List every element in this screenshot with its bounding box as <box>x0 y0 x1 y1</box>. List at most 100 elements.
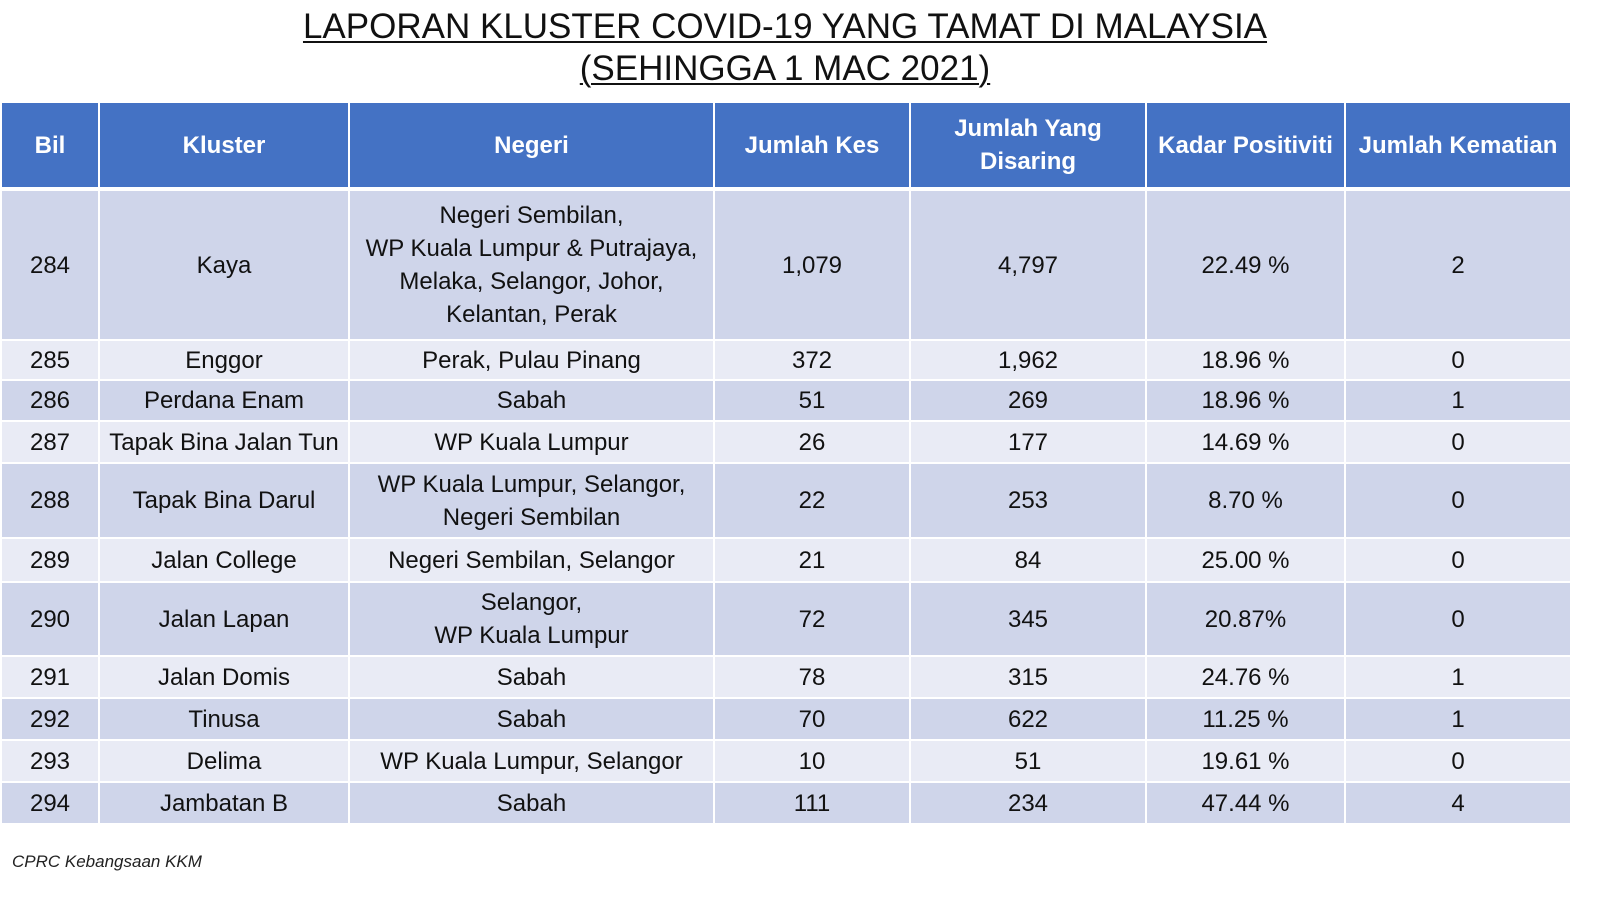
cluster-table-container: Bil Kluster Negeri Jumlah Kes Jumlah Yan… <box>0 101 1572 825</box>
cell-negeri: Selangor, WP Kuala Lumpur <box>348 581 715 657</box>
cell-negeri: Sabah <box>348 379 715 422</box>
cell-negeri: Negeri Sembilan, WP Kuala Lumpur & Putraj… <box>348 188 715 341</box>
cell-jumlah-kematian: 2 <box>1344 188 1572 341</box>
header-jumlah-kematian: Jumlah Kematian <box>1344 101 1572 191</box>
cell-negeri: WP Kuala Lumpur, Selangor <box>348 739 715 783</box>
cell-jumlah-kematian: 0 <box>1344 420 1572 464</box>
cell-bil: 288 <box>0 462 100 539</box>
header-bil: Bil <box>0 101 100 191</box>
cell-jumlah-kes: 21 <box>713 537 911 583</box>
cell-kadar-positiviti: 19.61 % <box>1145 739 1346 783</box>
cell-bil: 294 <box>0 781 100 825</box>
cell-bil: 285 <box>0 339 100 381</box>
cell-jumlah-kematian: 1 <box>1344 697 1572 741</box>
table-row: 291 Jalan Domis Sabah 78 315 24.76 % 1 <box>0 655 1572 699</box>
cell-negeri: Sabah <box>348 697 715 741</box>
cell-jumlah-kematian: 0 <box>1344 537 1572 583</box>
cell-kadar-positiviti: 47.44 % <box>1145 781 1346 825</box>
cell-kadar-positiviti: 24.76 % <box>1145 655 1346 699</box>
page-title: LAPORAN KLUSTER COVID-19 YANG TAMAT DI M… <box>0 6 1570 90</box>
table-row: 293 Delima WP Kuala Lumpur, Selangor 10 51 19… <box>0 739 1572 783</box>
cell-jumlah-kematian: 0 <box>1344 739 1572 783</box>
header-kluster: Kluster <box>98 101 350 191</box>
cell-jumlah-kes: 70 <box>713 697 911 741</box>
cell-jumlah-disaring: 315 <box>909 655 1147 699</box>
cell-bil: 286 <box>0 379 100 422</box>
cell-negeri-line: Kelantan, Perak <box>446 301 617 328</box>
title-line-1: LAPORAN KLUSTER COVID-19 YANG TAMAT DI M… <box>302 7 1268 46</box>
cell-negeri-line: Sabah <box>496 387 567 414</box>
table-row: 286 Perdana Enam Sabah 51 269 18.96 % 1 <box>0 379 1572 422</box>
cell-negeri: Sabah <box>348 781 715 825</box>
cell-kluster: Perdana Enam <box>98 379 350 422</box>
table-row: 292 Tinusa Sabah 70 622 11.25 % 1 <box>0 697 1572 741</box>
cell-negeri-line: Sabah <box>496 789 567 817</box>
table-row: 289 Jalan College Negeri Sembilan, Selango… <box>0 537 1572 583</box>
cell-negeri-line: Melaka, Selangor, Johor, <box>399 268 664 295</box>
cell-negeri: Sabah <box>348 655 715 699</box>
cell-bil: 284 <box>0 188 100 341</box>
cell-negeri-line: Selangor, <box>480 589 583 616</box>
cell-kluster: Jalan Domis <box>98 655 350 699</box>
cell-jumlah-disaring: 177 <box>909 420 1147 464</box>
cell-kluster: Jambatan B <box>98 781 350 825</box>
cell-jumlah-disaring: 51 <box>909 739 1147 783</box>
header-jumlah-disaring-line2: Disaring <box>979 148 1077 175</box>
cell-negeri-line: WP Kuala Lumpur, Selangor <box>380 747 683 775</box>
cell-negeri-line: Perak, Pulau Pinang <box>422 346 641 374</box>
cell-bil: 290 <box>0 581 100 657</box>
table-row: 287 Tapak Bina Jalan Tun WP Kuala Lumpur 26… <box>0 420 1572 464</box>
cell-jumlah-kes: 1,079 <box>713 188 911 341</box>
cell-kadar-positiviti: 25.00 % <box>1145 537 1346 583</box>
cell-negeri-line: Negeri Sembilan <box>442 503 621 531</box>
header-jumlah-disaring-line1: Jumlah Yang <box>954 115 1102 142</box>
table-row: 294 Jambatan B Sabah 111 234 47.44 % 4 <box>0 781 1572 825</box>
table-row: 290 Jalan Lapan Selangor, WP Kuala Lumpur 72… <box>0 581 1572 657</box>
cell-jumlah-kes: 372 <box>713 339 911 381</box>
cell-kluster: Jalan College <box>98 537 350 583</box>
table-row: 285 Enggor Perak, Pulau Pinang 372 1,962 18.9… <box>0 339 1572 381</box>
cell-negeri-line: WP Kuala Lumpur & Putrajaya, <box>365 235 698 262</box>
cell-jumlah-kematian: 1 <box>1344 655 1572 699</box>
cell-bil: 293 <box>0 739 100 783</box>
table-header-row: Bil Kluster Negeri Jumlah Kes Jumlah Yan… <box>0 101 1572 191</box>
cell-jumlah-disaring: 4,797 <box>909 188 1147 341</box>
cell-jumlah-disaring: 622 <box>909 697 1147 741</box>
cell-jumlah-kes: 26 <box>713 420 911 464</box>
cell-bil: 287 <box>0 420 100 464</box>
cell-jumlah-disaring: 345 <box>909 581 1147 657</box>
title-line-2: (SEHINGGA 1 MAC 2021) <box>579 49 991 88</box>
cell-jumlah-kematian: 0 <box>1344 339 1572 381</box>
cell-jumlah-disaring: 1,962 <box>909 339 1147 381</box>
header-kadar-positiviti: Kadar Positiviti <box>1145 101 1346 191</box>
cell-jumlah-kematian: 0 <box>1344 462 1572 539</box>
cell-negeri-line: Sabah <box>496 705 567 733</box>
cell-kadar-positiviti: 18.96 % <box>1145 379 1346 422</box>
cell-kadar-positiviti: 11.25 % <box>1145 697 1346 741</box>
cell-jumlah-kematian: 4 <box>1344 781 1572 825</box>
cell-bil: 291 <box>0 655 100 699</box>
table-body: 284 Kaya Negeri Sembilan, WP Kuala Lumpur &… <box>0 188 1572 825</box>
cell-jumlah-kes: 10 <box>713 739 911 783</box>
cell-negeri-line: WP Kuala Lumpur, Selangor, <box>377 470 686 498</box>
cell-negeri: Negeri Sembilan, Selangor <box>348 537 715 583</box>
cell-jumlah-kes: 51 <box>713 379 911 422</box>
cell-negeri-line: WP Kuala Lumpur <box>434 622 629 649</box>
cell-negeri-line: Negeri Sembilan, Selangor <box>388 546 675 574</box>
header-jumlah-kes: Jumlah Kes <box>713 101 911 191</box>
cluster-table: Bil Kluster Negeri Jumlah Kes Jumlah Yan… <box>0 101 1572 825</box>
cell-negeri: WP Kuala Lumpur <box>348 420 715 464</box>
cell-kluster: Tapak Bina Jalan Tun <box>98 420 350 464</box>
cell-kadar-positiviti: 20.87% <box>1145 581 1346 657</box>
table-row: 284 Kaya Negeri Sembilan, WP Kuala Lumpur &… <box>0 188 1572 341</box>
header-negeri: Negeri <box>348 101 715 191</box>
table-row: 288 Tapak Bina Darul WP Kuala Lumpur, Sela… <box>0 462 1572 539</box>
cell-negeri-line: WP Kuala Lumpur <box>434 428 629 456</box>
cell-negeri-line: Sabah <box>496 663 567 691</box>
cell-kluster: Kaya <box>98 188 350 341</box>
source-note: CPRC Kebangsaan KKM <box>12 852 202 871</box>
cell-jumlah-disaring: 253 <box>909 462 1147 539</box>
cell-negeri-line: Negeri Sembilan, <box>439 202 624 229</box>
cell-jumlah-disaring: 269 <box>909 379 1147 422</box>
